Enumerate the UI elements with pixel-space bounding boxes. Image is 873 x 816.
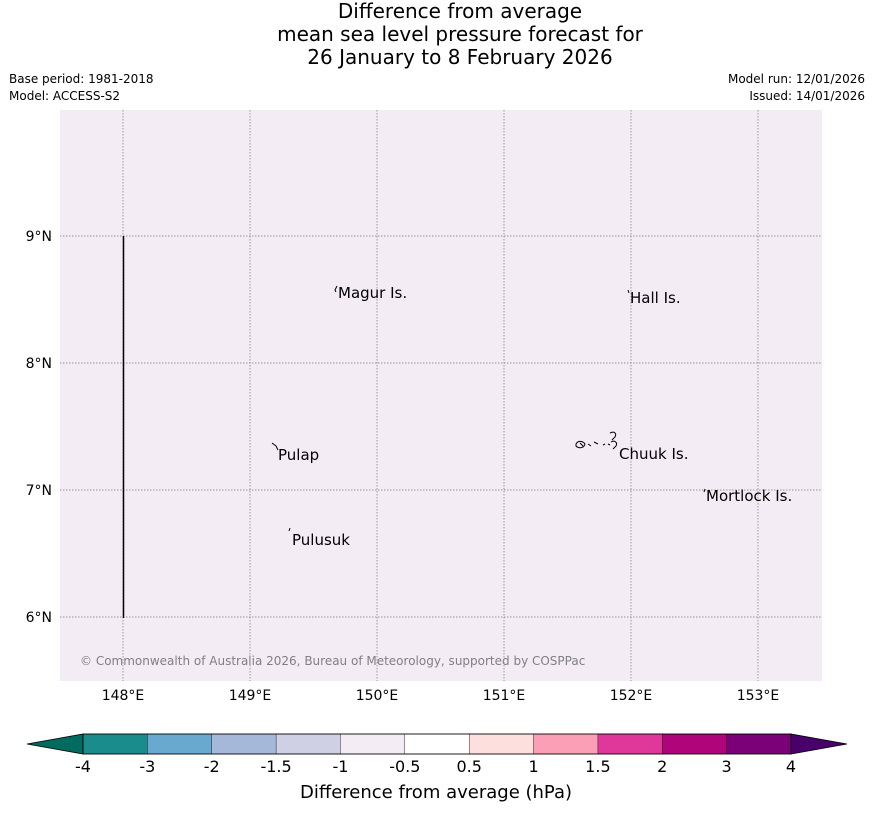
title-line-2: mean sea level pressure forecast for xyxy=(277,22,643,46)
colorbar-title: Difference from average (hPa) xyxy=(300,782,572,803)
colorbar-tick-label: 2 xyxy=(657,757,667,776)
colorbar-labels: -4 -3 -2 -1.5 -1 -0.5 0.5 1 1.5 2 3 4 xyxy=(75,757,796,776)
lon-tick-149: 149°E xyxy=(229,688,272,704)
meta-right: Model run: 12/01/2026 Issued: 14/01/2026 xyxy=(728,71,865,105)
lat-tick-9: 9°N xyxy=(26,229,52,245)
colorbar-segments xyxy=(82,733,792,755)
colorbar-segment xyxy=(404,733,470,755)
issued-date: Issued: 14/01/2026 xyxy=(749,89,865,103)
place-label-mortlock: Mortlock Is. xyxy=(706,487,792,505)
title-line-3: 26 January to 8 February 2026 xyxy=(307,45,613,69)
colorbar-over-triangle xyxy=(790,733,848,755)
colorbar-tick-label: -3 xyxy=(139,757,155,776)
place-label-hall: Hall Is. xyxy=(630,289,681,307)
lon-tick-151: 151°E xyxy=(483,688,526,704)
meta-left: Base period: 1981-2018 Model: ACCESS-S2 xyxy=(9,71,154,105)
model-name: Model: ACCESS-S2 xyxy=(9,89,121,103)
place-label-chuuk: Chuuk Is. xyxy=(619,445,688,463)
colorbar-tick-label: 3 xyxy=(722,757,732,776)
colorbar-segment xyxy=(468,733,535,755)
model-run: Model run: 12/01/2026 xyxy=(727,72,865,86)
place-label-pulusuk: Pulusuk xyxy=(292,531,350,549)
colorbar-segment xyxy=(275,733,341,755)
lon-tick-153: 153°E xyxy=(737,688,780,704)
lon-tick-152: 152°E xyxy=(610,688,653,704)
colorbar-segment xyxy=(82,733,148,755)
map-background xyxy=(60,110,822,681)
colorbar-under-triangle xyxy=(26,733,84,755)
place-label-magur: Magur Is. xyxy=(338,284,407,302)
lat-tick-7: 7°N xyxy=(26,483,52,499)
place-label-pulap: Pulap xyxy=(278,446,319,464)
colorbar-tick-label: 1.5 xyxy=(585,757,610,776)
colorbar-tick-label: 4 xyxy=(786,757,796,776)
colorbar-segment xyxy=(211,733,277,755)
pulap-island-shape xyxy=(271,442,279,451)
copyright-notice: © Commonwealth of Australia 2026, Bureau… xyxy=(80,654,585,668)
chart-title: Difference from average mean sea level p… xyxy=(0,0,873,69)
colorbar-segment xyxy=(597,733,663,755)
colorbar: -4 -3 -2 -1.5 -1 -0.5 0.5 1 1.5 2 3 4 xyxy=(26,733,848,776)
colorbar-tick-label: -4 xyxy=(75,757,91,776)
colorbar-tick-label: -0.5 xyxy=(389,757,420,776)
lat-tick-6: 6°N xyxy=(26,610,52,626)
pulusuk-island-shape xyxy=(288,527,291,532)
colorbar-segment xyxy=(147,733,213,755)
colorbar-tick-label: 0.5 xyxy=(456,757,481,776)
mortlock-island-shape xyxy=(703,488,706,493)
colorbar-segment xyxy=(533,733,599,755)
island-outlines xyxy=(271,285,706,532)
hall-island-shape xyxy=(627,289,630,294)
title-line-1: Difference from average xyxy=(337,0,583,23)
colorbar-tick-label: -1.5 xyxy=(260,757,291,776)
lon-tick-150: 150°E xyxy=(356,688,399,704)
lat-tick-8: 8°N xyxy=(26,356,52,372)
colorbar-tick-label: -2 xyxy=(204,757,220,776)
colorbar-tick-label: -1 xyxy=(332,757,348,776)
colorbar-segment xyxy=(662,733,728,755)
colorbar-segment xyxy=(340,733,406,755)
magur-island-shape xyxy=(334,285,338,293)
base-period: Base period: 1981-2018 xyxy=(9,72,154,86)
colorbar-segment xyxy=(726,733,792,755)
lon-tick-148: 148°E xyxy=(102,688,145,704)
colorbar-outline xyxy=(82,733,792,755)
chuuk-lagoon-shape xyxy=(575,431,617,450)
colorbar-tick-label: 1 xyxy=(528,757,538,776)
